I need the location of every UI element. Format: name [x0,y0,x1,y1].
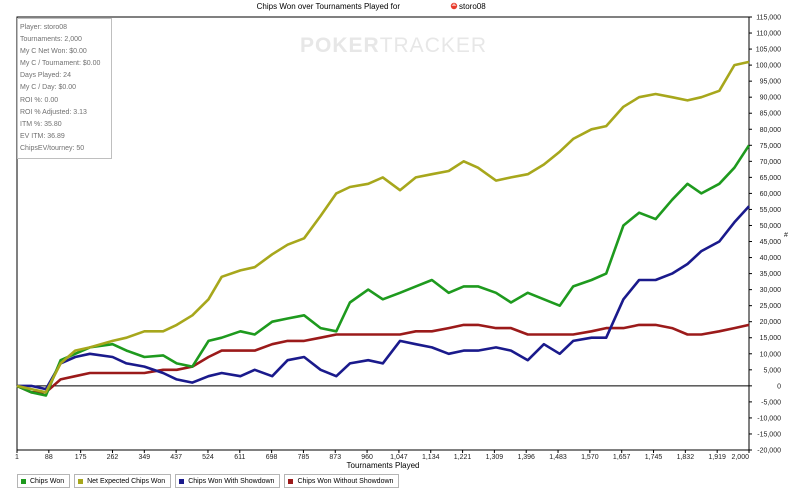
y-tick-label: 90,000 [760,95,782,102]
y-tick-label: 25,000 [760,303,782,310]
x-tick-label: 1,657 [613,454,631,461]
x-tick-label: 1,483 [549,454,567,461]
y-tick-label: 70,000 [760,159,782,166]
chart-title-player: storo08 [459,2,486,11]
x-tick-label: 611 [234,454,245,461]
legend-swatch-chips-won [21,478,26,484]
y-tick-label: 95,000 [760,79,782,86]
y-tick-label: 55,000 [760,207,782,214]
series-line-chips-won-without-showdown [16,323,750,394]
y-tick-label: 40,000 [760,255,782,262]
x-tick-label: 437 [170,454,182,461]
x-tick-label: 1 [15,454,19,461]
x-tick-label: 1,745 [645,454,663,461]
stat-itm: ITM %: 35.80 [20,120,62,128]
series-line-chips-won-with-showdown [17,205,750,391]
stat-days-played: Days Played: 24 [20,72,71,80]
x-axis-title: Tournaments Played [347,461,420,470]
y-tick-label: 115,000 [756,15,781,22]
x-tick-label: 2,000 [731,454,749,461]
x-tick-label: 1,134 [422,454,440,461]
legend-item-chips-won[interactable]: Chips Won [17,474,71,488]
x-axis: 1 88 175 262 349 437 524 611 698 785 873 960 1,047 1,… [15,450,750,461]
y-tick-label: 35,000 [760,271,782,278]
legend-label: Chips Won Without Showdown [297,477,394,485]
y-tick-label: -20,000 [757,448,781,455]
x-tick-label: 873 [329,454,341,461]
stats-panel: Player: storo08 Tournaments: 2,000 My C … [17,18,112,159]
legend-label: Net Expected Chips Won [87,477,166,485]
pokertracker-watermark: POKERTRACKER [300,34,487,58]
legend-item-with-showdown[interactable]: Chips Won With Showdown [175,474,281,488]
series-layer [16,60,751,397]
stat-per-day: My C / Day: $0.00 [20,84,77,92]
series-line-chips-won [16,144,751,397]
x-tick-label: 1,396 [517,454,535,461]
y-axis-symbol: # [784,232,788,239]
x-tick-label: 698 [266,454,278,461]
stat-player: Player: storo08 [20,24,68,31]
y-tick-label: 75,000 [760,143,782,150]
x-tick-label: 960 [361,454,373,461]
x-tick-label: 88 [45,454,53,461]
watermark-bold: POKER [300,34,380,57]
y-tick-label: 65,000 [760,175,782,182]
legend-label: Chips Won With Showdown [188,477,275,485]
x-tick-label: 1,221 [454,454,472,461]
x-tick-label: 1,047 [390,454,408,461]
y-tick-label: 110,000 [756,31,781,38]
legend-item-net-expected[interactable]: Net Expected Chips Won [74,474,172,488]
x-tick-label: 349 [138,454,150,461]
y-tick-label: -15,000 [757,431,781,438]
legend-swatch-net-expected [78,478,84,484]
stat-chipsev: ChipsEV/tourney: 50 [20,144,85,152]
y-tick-label: 30,000 [760,287,782,294]
chart-title: Chips Won over Tournaments Played for [257,2,401,11]
stat-ev-itm: EV ITM: 36.89 [20,132,65,140]
y-tick-label: 15,000 [760,335,782,342]
y-tick-label: -5,000 [761,399,781,406]
series-line-net-expected-chips-won [16,60,750,394]
stat-roi-adjusted: ROI % Adjusted: 3.13 [20,108,87,116]
y-tick-label: 105,000 [756,47,781,54]
plot-area [16,16,750,451]
x-tick-label: 1,832 [677,454,695,461]
legend-swatch-without-showdown [288,478,294,484]
y-tick-label: 85,000 [760,111,782,118]
legend-swatch-with-showdown [179,478,185,484]
y-tick-label: -10,000 [757,415,781,422]
stat-tournaments: Tournaments: 2,000 [20,36,82,44]
x-tick-label: 175 [75,454,87,461]
legend-label: Chips Won [30,477,65,485]
x-tick-label: 1,570 [581,454,599,461]
stat-roi: ROI %: 0.00 [20,96,59,104]
x-tick-label: 262 [107,454,119,461]
y-tick-label: 5,000 [763,367,781,374]
y-tick-label: 0 [777,383,781,390]
x-tick-label: 1,309 [486,454,504,461]
y-tick-label: 45,000 [760,239,782,246]
legend-item-without-showdown[interactable]: Chips Won Without Showdown [284,474,400,488]
poker-spade-icon [450,2,458,10]
chart-legend: Chips Won Net Expected Chips Won Chips W… [17,474,400,488]
stat-net-won: My C Net Won: $0.00 [20,48,87,56]
stat-per-tournament: My C / Tournament: $0.00 [20,60,101,68]
y-tick-label: 60,000 [760,191,782,198]
x-tick-label: 785 [298,454,310,461]
x-tick-label: 1,919 [708,454,726,461]
y-tick-label: 20,000 [760,319,782,326]
x-tick-label: 524 [202,454,214,461]
y-tick-label: 100,000 [756,63,781,70]
y-axis: 115,000 110,000 105,000 100,000 95,000 90,000… [749,15,781,455]
y-tick-label: 80,000 [760,127,782,134]
watermark-thin: TRACKER [379,34,488,57]
y-tick-label: 50,000 [760,223,782,230]
y-tick-label: 10,000 [760,351,782,358]
